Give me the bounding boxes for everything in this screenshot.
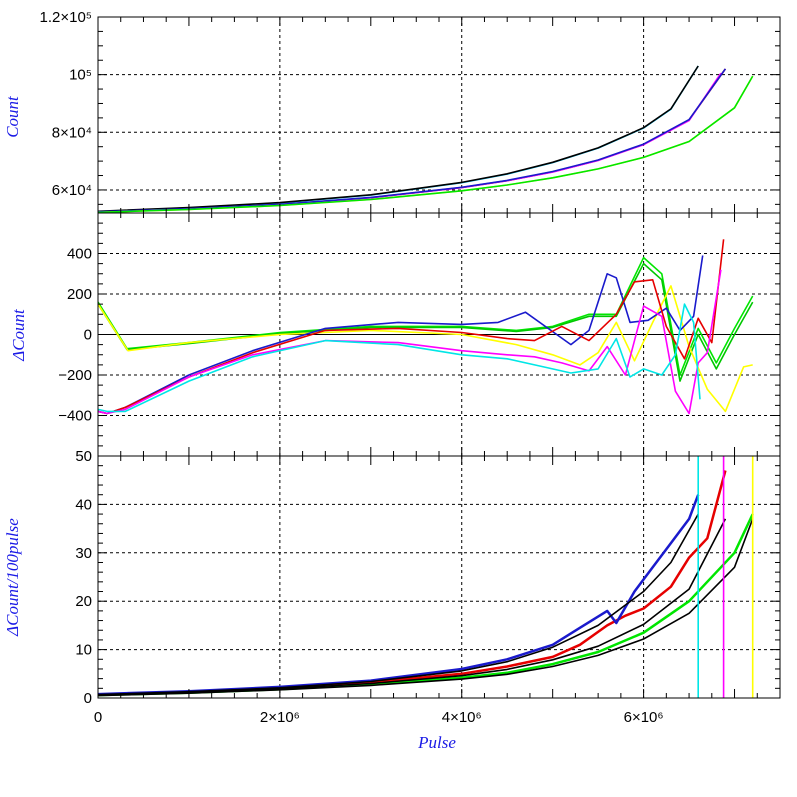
x-axis-title: Pulse	[417, 733, 456, 752]
y-tick-label: 0	[84, 690, 92, 707]
x-tick-label: 2×10⁶	[260, 709, 300, 726]
y-tick-label: −200	[58, 367, 92, 384]
y-tick-label: 1.2×10⁵	[39, 9, 92, 26]
y-tick-label: −400	[58, 408, 92, 425]
series-line-4	[98, 518, 727, 696]
x-tick-label: 6×10⁶	[624, 709, 664, 726]
y-tick-label: 50	[75, 448, 92, 465]
panel-top-ylabel: Count	[3, 95, 22, 138]
x-tick-label: 4×10⁶	[442, 709, 482, 726]
y-tick-label: 10⁵	[69, 67, 92, 84]
y-tick-label: 0	[84, 327, 92, 344]
series-line-6	[98, 303, 701, 413]
series-line-6	[98, 75, 754, 213]
y-tick-label: 20	[75, 593, 92, 610]
series-line-3	[98, 255, 704, 415]
series-group	[98, 239, 754, 415]
panel-top: 6×10⁴ 8×10⁴ 10⁵ 1.2×10⁵	[39, 9, 781, 214]
y-tick-label: 200	[67, 286, 92, 303]
series-line-2	[98, 494, 700, 696]
y-tick-label: 30	[75, 545, 92, 562]
series-line-1	[98, 65, 699, 213]
y-tick-label: 6×10⁴	[52, 182, 92, 199]
series-line-4	[98, 68, 727, 213]
x-tick-label: 0	[94, 709, 102, 726]
series-line-0	[98, 256, 754, 376]
panel-middle: −400 −200 0 200 400	[58, 212, 781, 457]
panel-bottom-ylabel: ΔCount/100pulse	[3, 518, 22, 637]
series-line-5	[98, 518, 754, 697]
y-tick-label: 400	[67, 246, 92, 263]
panel-middle-ylabel: ΔCount	[9, 308, 28, 362]
y-tick-label: 8×10⁴	[52, 124, 92, 141]
series-line-2	[98, 285, 753, 413]
series-line-3	[98, 513, 699, 696]
series-group	[98, 65, 754, 213]
y-tick-label: 40	[75, 496, 92, 513]
series-group	[98, 456, 754, 698]
panel-bottom: 0 10 20 30 40 50	[75, 448, 781, 707]
series-line-5	[98, 269, 722, 415]
y-tick-label: 10	[75, 642, 92, 659]
